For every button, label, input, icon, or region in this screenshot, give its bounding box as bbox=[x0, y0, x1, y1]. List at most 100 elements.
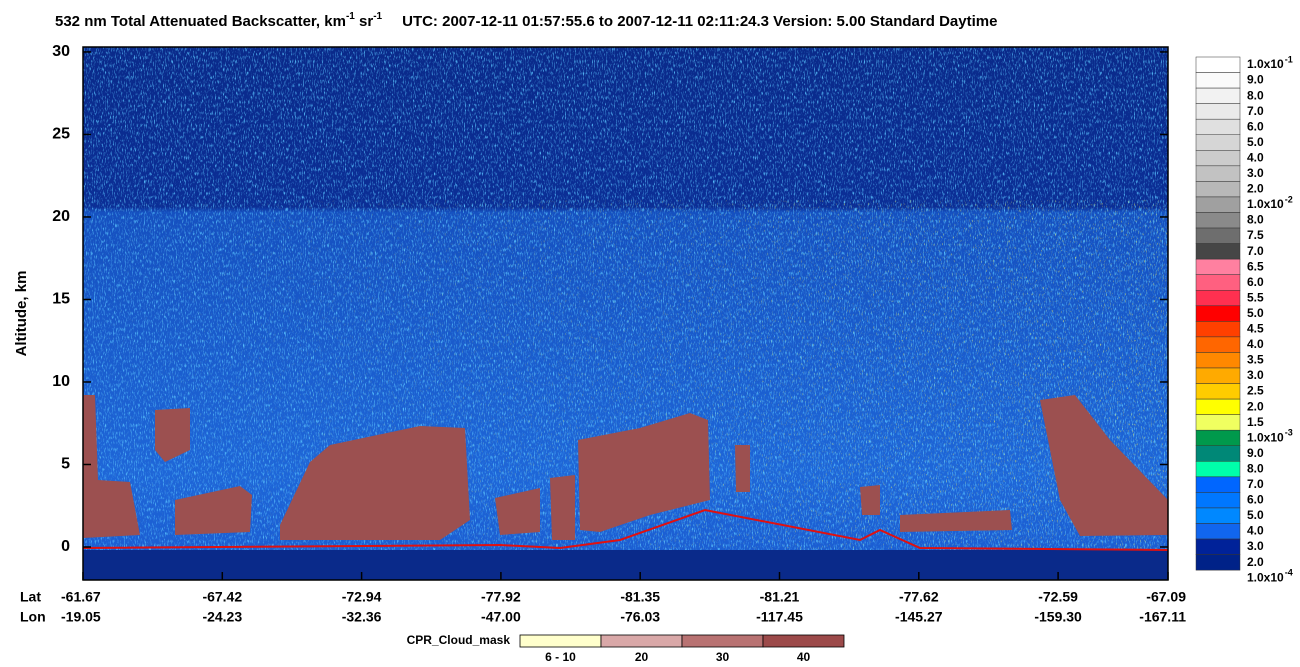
colorbar-label: 4.0 bbox=[1247, 337, 1264, 351]
colorbar-swatch bbox=[1195, 212, 1241, 229]
lon-tick-label: -117.45 bbox=[756, 609, 803, 625]
colorbar-swatch bbox=[1195, 383, 1241, 400]
colorbar-label: 1.0x10 bbox=[1247, 197, 1284, 211]
colorbar-label-exponent: -4 bbox=[1285, 568, 1293, 578]
colorbar-label: 9.0 bbox=[1247, 73, 1264, 87]
cpr-legend-swatch bbox=[762, 634, 845, 648]
colorbar-swatch bbox=[1195, 321, 1241, 338]
lat-tick-label: -77.92 bbox=[481, 589, 521, 605]
cpr-legend-swatch bbox=[519, 634, 602, 648]
colorbar-label-exponent: -3 bbox=[1285, 428, 1293, 438]
y-tick-label: 0 bbox=[61, 538, 70, 555]
colorbar-swatch bbox=[1195, 118, 1241, 135]
colorbar-label: 6.0 bbox=[1247, 119, 1264, 133]
lon-tick-label: -47.00 bbox=[481, 609, 521, 625]
colorbar-label: 7.5 bbox=[1247, 228, 1264, 242]
colorbar-label: 1.0x10 bbox=[1247, 57, 1284, 71]
colorbar-label: 8.0 bbox=[1247, 461, 1264, 475]
lat-tick-label: -81.21 bbox=[760, 589, 800, 605]
colorbar-label: 1.0x10 bbox=[1247, 570, 1284, 584]
colorbar-label: 8.0 bbox=[1247, 213, 1264, 227]
colorbar-label: 2.5 bbox=[1247, 384, 1264, 398]
colorbar-label: 1.5 bbox=[1247, 415, 1264, 429]
colorbar-label: 2.0 bbox=[1247, 182, 1264, 196]
colorbar-swatch bbox=[1195, 476, 1241, 493]
lat-row-label: Lat bbox=[20, 589, 41, 605]
title-superscript: -1 bbox=[346, 11, 355, 22]
colorbar-swatch bbox=[1195, 429, 1241, 447]
cpr-legend-label: 30 bbox=[716, 650, 730, 664]
lat-tick-label: -81.35 bbox=[620, 589, 660, 605]
colorbar-swatch bbox=[1195, 367, 1241, 384]
cpr-legend-label: 40 bbox=[797, 650, 811, 664]
colorbar-label: 7.0 bbox=[1247, 477, 1264, 491]
cpr-legend-swatch bbox=[600, 634, 683, 648]
cpr-legend-label: 20 bbox=[635, 650, 649, 664]
colorbar-swatch bbox=[1195, 398, 1241, 415]
lon-tick-label: -167.11 bbox=[1139, 609, 1186, 625]
y-axis-label: Altitude, km bbox=[13, 271, 30, 357]
colorbar-swatch bbox=[1195, 461, 1241, 478]
chart-title: 532 nm Total Attenuated Backscatter, km-… bbox=[55, 11, 997, 30]
y-tick-label: 10 bbox=[52, 373, 70, 390]
lon-tick-label: -24.23 bbox=[202, 609, 242, 625]
lon-tick-label: -32.36 bbox=[342, 609, 382, 625]
colorbar-swatch bbox=[1195, 103, 1241, 120]
colorbar-label: 4.5 bbox=[1247, 322, 1264, 336]
lon-tick-label: -19.05 bbox=[61, 609, 101, 625]
backscatter-curtain bbox=[83, 47, 1168, 580]
colorbar-label-exponent: -1 bbox=[1285, 54, 1293, 64]
colorbar-label: 6.0 bbox=[1247, 493, 1264, 507]
lon-tick-label: -76.03 bbox=[620, 609, 660, 625]
title-part: 532 nm Total Attenuated Backscatter, km bbox=[55, 13, 346, 30]
cpr-legend-title: CPR_Cloud_mask bbox=[407, 633, 511, 647]
colorbar-swatch bbox=[1195, 336, 1241, 353]
colorbar-swatch bbox=[1195, 196, 1241, 213]
colorbar-swatch bbox=[1195, 414, 1241, 431]
lat-tick-label: -67.42 bbox=[202, 589, 242, 605]
colorbar-label: 5.0 bbox=[1247, 508, 1264, 522]
colorbar-label: 5.0 bbox=[1247, 135, 1264, 149]
y-tick-label: 5 bbox=[61, 456, 70, 473]
cpr-legend-label: 6 - 10 bbox=[545, 650, 576, 664]
colorbar-label: 3.5 bbox=[1247, 353, 1264, 367]
y-tick-label: 15 bbox=[52, 291, 70, 308]
plot-frame bbox=[82, 46, 1169, 581]
colorbar-swatch bbox=[1195, 290, 1241, 307]
title-superscript: -1 bbox=[373, 11, 382, 22]
colorbar-label: 4.0 bbox=[1247, 524, 1264, 538]
colorbar-label: 5.0 bbox=[1247, 306, 1264, 320]
colorbar-swatch bbox=[1195, 243, 1241, 260]
colorbar-swatch bbox=[1195, 305, 1241, 322]
colorbar-swatch bbox=[1195, 274, 1241, 291]
cpr-legend-swatch bbox=[681, 634, 764, 648]
colorbar-swatch bbox=[1195, 150, 1241, 167]
colorbar-swatch bbox=[1195, 72, 1241, 89]
lat-tick-label: -61.67 bbox=[61, 589, 101, 605]
lat-tick-label: -72.59 bbox=[1038, 589, 1078, 605]
colorbar-label: 3.0 bbox=[1247, 368, 1264, 382]
colorbar-label: 6.5 bbox=[1247, 259, 1264, 273]
lon-row-label: Lon bbox=[20, 609, 46, 625]
colorbar-swatch bbox=[1195, 134, 1241, 151]
colorbar-label: 3.0 bbox=[1247, 166, 1264, 180]
colorbar-swatch bbox=[1195, 445, 1241, 462]
colorbar-label: 1.0x10 bbox=[1247, 430, 1284, 444]
lat-tick-label: -77.62 bbox=[899, 589, 939, 605]
colorbar-swatch bbox=[1195, 227, 1241, 244]
colorbar-label: 6.0 bbox=[1247, 275, 1264, 289]
colorbar-label: 2.0 bbox=[1247, 555, 1264, 569]
colorbar-label: 9.0 bbox=[1247, 446, 1264, 460]
y-tick-label: 30 bbox=[52, 43, 70, 60]
colorbar-swatch bbox=[1195, 523, 1241, 540]
colorbar-swatch bbox=[1195, 56, 1241, 73]
colorbar-label-exponent: -2 bbox=[1285, 194, 1293, 204]
colorbar-swatch bbox=[1195, 538, 1241, 555]
lat-tick-label: -67.09 bbox=[1146, 589, 1186, 605]
y-tick-label: 20 bbox=[52, 208, 70, 225]
colorbar-swatch bbox=[1195, 352, 1241, 369]
colorbar-swatch bbox=[1195, 258, 1241, 275]
colorbar-swatch bbox=[1195, 492, 1241, 509]
colorbar-swatch bbox=[1195, 87, 1241, 104]
chart-subtitle: UTC: 2007-12-11 01:57:55.6 to 2007-12-11… bbox=[402, 13, 997, 30]
